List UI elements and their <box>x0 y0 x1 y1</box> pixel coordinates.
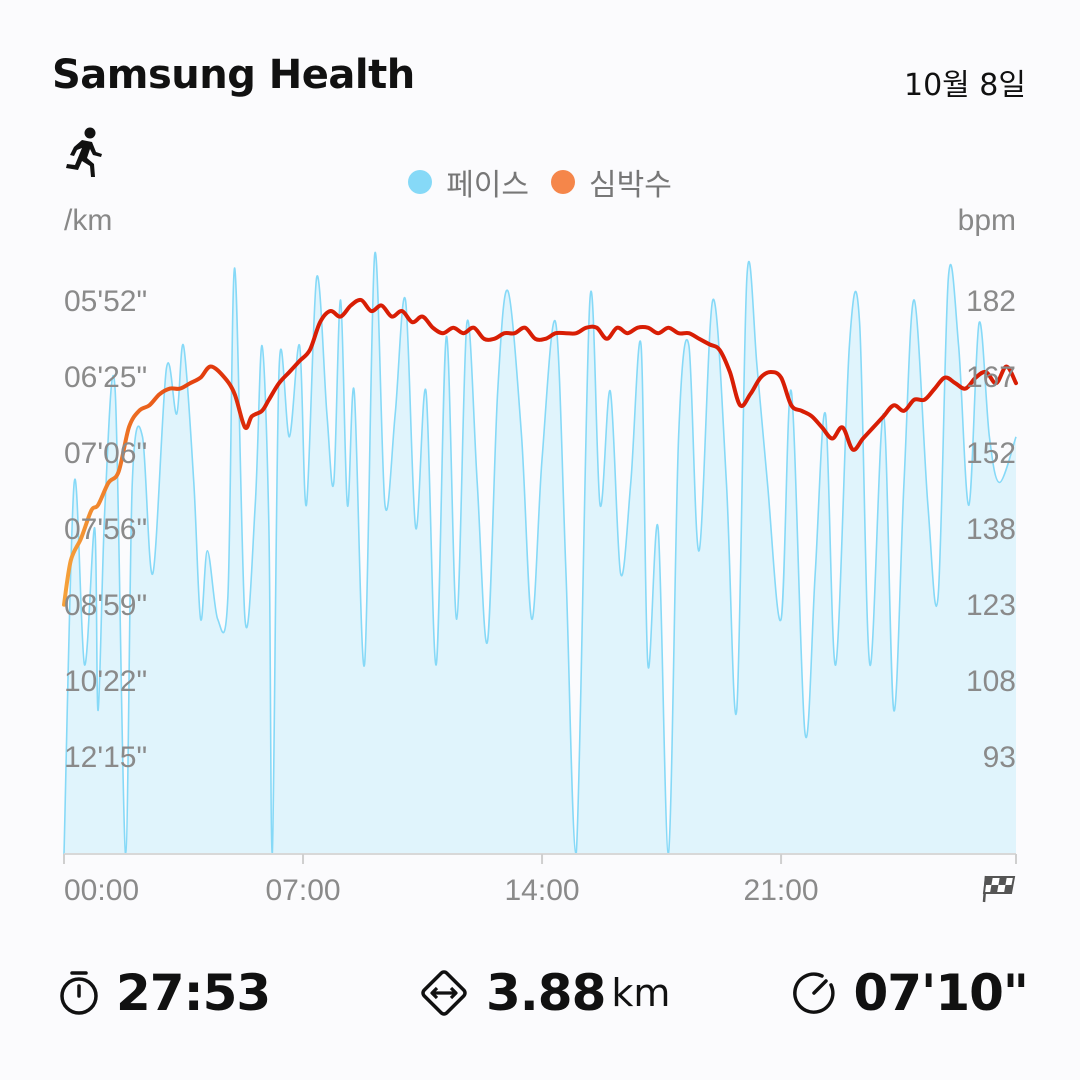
pace-legend-dot <box>408 170 433 194</box>
pace-line <box>63 251 1017 855</box>
right-tick-label: 182 <box>966 285 1016 318</box>
distance-unit: km <box>611 971 671 1015</box>
legend-label-pace: 페이스 <box>446 168 529 203</box>
pace-series <box>63 251 1017 855</box>
heart-rate-series <box>62 297 1018 607</box>
left-tick-label: 07'06" <box>64 437 147 470</box>
chart-axes: 05'52" 06'25" 07'06" 07'56" 08'59" 10'22" 12'1… <box>63 285 1017 907</box>
avg-pace-value: 07'10" <box>853 964 1029 1022</box>
heart-rate-legend-dot <box>551 170 575 194</box>
distance-arrows-icon <box>421 970 467 1016</box>
heart-rate-line <box>62 297 1018 607</box>
right-tick-label: 152 <box>966 437 1016 470</box>
left-tick-label: 07'56" <box>64 513 147 546</box>
right-axis-unit: bpm <box>957 204 1016 237</box>
left-tick-label: 10'22" <box>64 665 147 698</box>
right-tick-label: 138 <box>966 513 1016 546</box>
right-tick-label: 167 <box>966 361 1016 394</box>
x-tick-label: 07:00 <box>265 874 340 907</box>
legend-item-heart-rate[interactable]: 심박수 <box>551 160 672 204</box>
summary-distance: 3.88 km <box>418 958 670 1028</box>
right-tick-label: 93 <box>983 741 1016 774</box>
left-axis-unit: /km <box>64 204 113 237</box>
x-tick-label: 00:00 <box>64 874 139 907</box>
workout-date: 10월 8일 <box>904 68 1026 103</box>
summary-duration: 27:53 <box>58 958 271 1028</box>
left-tick-label: 06'25" <box>64 361 147 394</box>
left-tick-label: 08'59" <box>64 589 147 622</box>
speedometer-icon <box>793 972 836 1014</box>
stopwatch-icon <box>60 971 98 1015</box>
left-tick-label: 05'52" <box>64 285 147 318</box>
running-person-icon <box>66 127 102 177</box>
summary-avg-pace: 07'10" <box>791 958 1029 1028</box>
right-tick-label: 108 <box>966 665 1016 698</box>
x-tick-label: 21:00 <box>744 874 819 907</box>
app-title: Samsung Health <box>52 52 415 98</box>
right-tick-label: 123 <box>966 589 1016 622</box>
checkered-flag-icon <box>982 875 1016 903</box>
legend-label-heart-rate: 심박수 <box>589 168 672 203</box>
left-tick-label: 12'15" <box>64 741 147 774</box>
legend-item-pace[interactable]: 페이스 <box>408 160 529 204</box>
distance-value: 3.88 <box>486 964 606 1022</box>
x-tick-label: 14:00 <box>505 874 580 907</box>
chart-legend: 페이스 심박수 <box>0 160 1080 204</box>
duration-value: 27:53 <box>116 964 271 1022</box>
